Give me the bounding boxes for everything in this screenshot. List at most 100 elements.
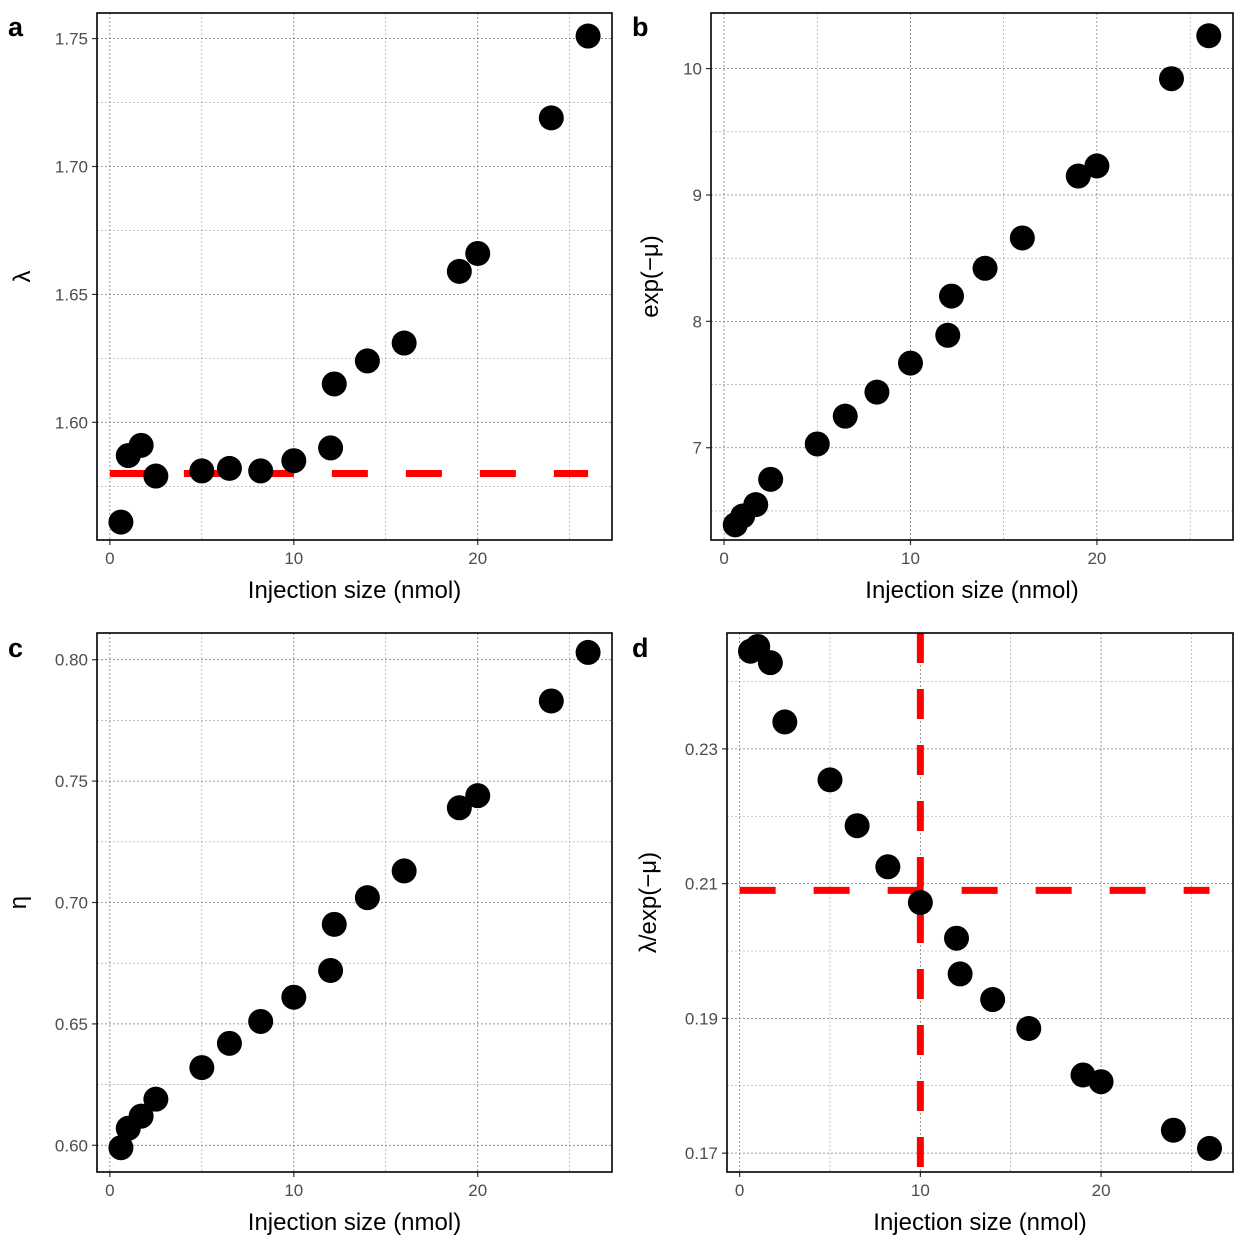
panel-letter: a <box>8 12 24 42</box>
x-tick-label: 10 <box>911 1181 930 1200</box>
data-point <box>538 105 564 131</box>
data-point <box>321 371 347 397</box>
data-point <box>1016 1015 1042 1041</box>
x-tick-label: 10 <box>284 549 303 568</box>
data-point <box>817 767 843 793</box>
data-point <box>1196 23 1222 49</box>
data-point <box>907 890 933 915</box>
x-tick-label: 10 <box>284 1181 303 1200</box>
data-point <box>281 448 307 474</box>
x-tick-label: 20 <box>1092 1181 1111 1200</box>
data-point <box>465 240 491 266</box>
data-point <box>804 431 830 457</box>
y-tick-label: 9 <box>693 186 702 205</box>
y-tick-label: 0.21 <box>685 875 718 894</box>
data-point <box>743 492 769 518</box>
data-point <box>575 639 601 665</box>
y-tick-label: 0.65 <box>55 1015 88 1034</box>
data-point <box>832 403 858 429</box>
y-tick-label: 1.70 <box>55 157 88 176</box>
panel-letter: d <box>632 633 649 663</box>
data-point <box>143 463 169 489</box>
data-point <box>189 1055 215 1081</box>
plot-background <box>97 13 612 540</box>
y-axis-title: λ/exp(−μ) <box>635 852 662 953</box>
y-tick-label: 1.75 <box>55 30 88 49</box>
data-point <box>1088 1069 1114 1095</box>
data-point <box>248 458 274 484</box>
data-point <box>354 885 380 911</box>
x-tick-label: 20 <box>468 549 487 568</box>
y-axis-title: exp(−μ) <box>637 235 664 318</box>
data-point <box>944 925 970 951</box>
x-tick-label: 0 <box>735 1181 744 1200</box>
data-point <box>318 435 344 461</box>
x-axis-title: Injection size (nmol) <box>248 577 461 604</box>
data-point <box>1009 225 1035 251</box>
data-point <box>446 795 472 821</box>
data-point <box>1160 1117 1186 1143</box>
y-tick-label: 1.60 <box>55 413 88 432</box>
data-point <box>321 911 347 937</box>
plot-frame <box>96 632 613 1173</box>
x-tick-label: 0 <box>105 549 114 568</box>
panel-b: 0 10 20 7 8 9 10 Injection size (nmol) exp(−μ) b <box>632 12 1234 604</box>
y-tick-label: 0.75 <box>55 772 88 791</box>
x-tick-label: 10 <box>901 549 920 568</box>
y-tick-label: 7 <box>693 439 702 458</box>
y-tick-label: 8 <box>693 312 702 331</box>
plot-frame <box>710 12 1234 541</box>
data-point <box>354 348 380 374</box>
data-point <box>465 783 491 809</box>
data-point <box>189 458 215 484</box>
y-tick-label: 0.17 <box>685 1144 718 1163</box>
data-point <box>318 957 344 983</box>
data-point <box>757 650 783 676</box>
data-point <box>875 854 901 880</box>
y-tick-label: 10 <box>683 60 702 79</box>
data-point <box>391 858 417 884</box>
data-point <box>947 961 973 987</box>
data-point <box>128 1103 154 1129</box>
data-point <box>897 350 923 376</box>
x-tick-label: 20 <box>1087 549 1106 568</box>
x-tick-label: 0 <box>719 549 728 568</box>
y-axis-title: η <box>5 896 32 909</box>
plot-background <box>711 13 1233 540</box>
data-point <box>575 23 601 49</box>
y-tick-label: 1.65 <box>55 285 88 304</box>
panel-c: 0 10 20 0.60 0.65 0.70 0.75 0.80 Injection size … <box>5 632 613 1236</box>
data-point <box>108 1135 134 1161</box>
panel-letter: c <box>8 633 23 663</box>
y-tick-label: 0.23 <box>685 740 718 759</box>
data-point <box>972 255 998 281</box>
data-point <box>1084 153 1110 179</box>
x-tick-label: 0 <box>105 1181 114 1200</box>
y-axis-title: λ <box>9 271 36 283</box>
x-axis-title: Injection size (nmol) <box>873 1209 1086 1236</box>
data-point <box>938 283 964 309</box>
data-point <box>216 455 242 481</box>
y-tick-label: 0.60 <box>55 1136 88 1155</box>
x-axis-title: Injection size (nmol) <box>865 577 1078 604</box>
data-point <box>1158 66 1184 92</box>
x-axis-title: Injection size (nmol) <box>248 1209 461 1236</box>
data-point <box>216 1030 242 1056</box>
plot-background <box>727 633 1233 1172</box>
data-point <box>446 258 472 284</box>
data-point <box>1197 1135 1223 1161</box>
data-point <box>1065 163 1091 189</box>
y-tick-label: 0.19 <box>685 1009 718 1028</box>
data-point <box>391 330 417 356</box>
data-point <box>128 432 154 458</box>
data-point <box>935 322 961 348</box>
panel-letter: b <box>632 12 649 42</box>
data-point <box>108 509 134 535</box>
panel-d: 0 10 20 0.17 0.19 0.21 0.23 Injection size (nmo… <box>632 632 1234 1236</box>
data-point <box>864 379 890 405</box>
data-point <box>281 984 307 1010</box>
data-point <box>538 688 564 714</box>
data-point <box>980 987 1006 1013</box>
y-tick-label: 0.70 <box>55 894 88 913</box>
